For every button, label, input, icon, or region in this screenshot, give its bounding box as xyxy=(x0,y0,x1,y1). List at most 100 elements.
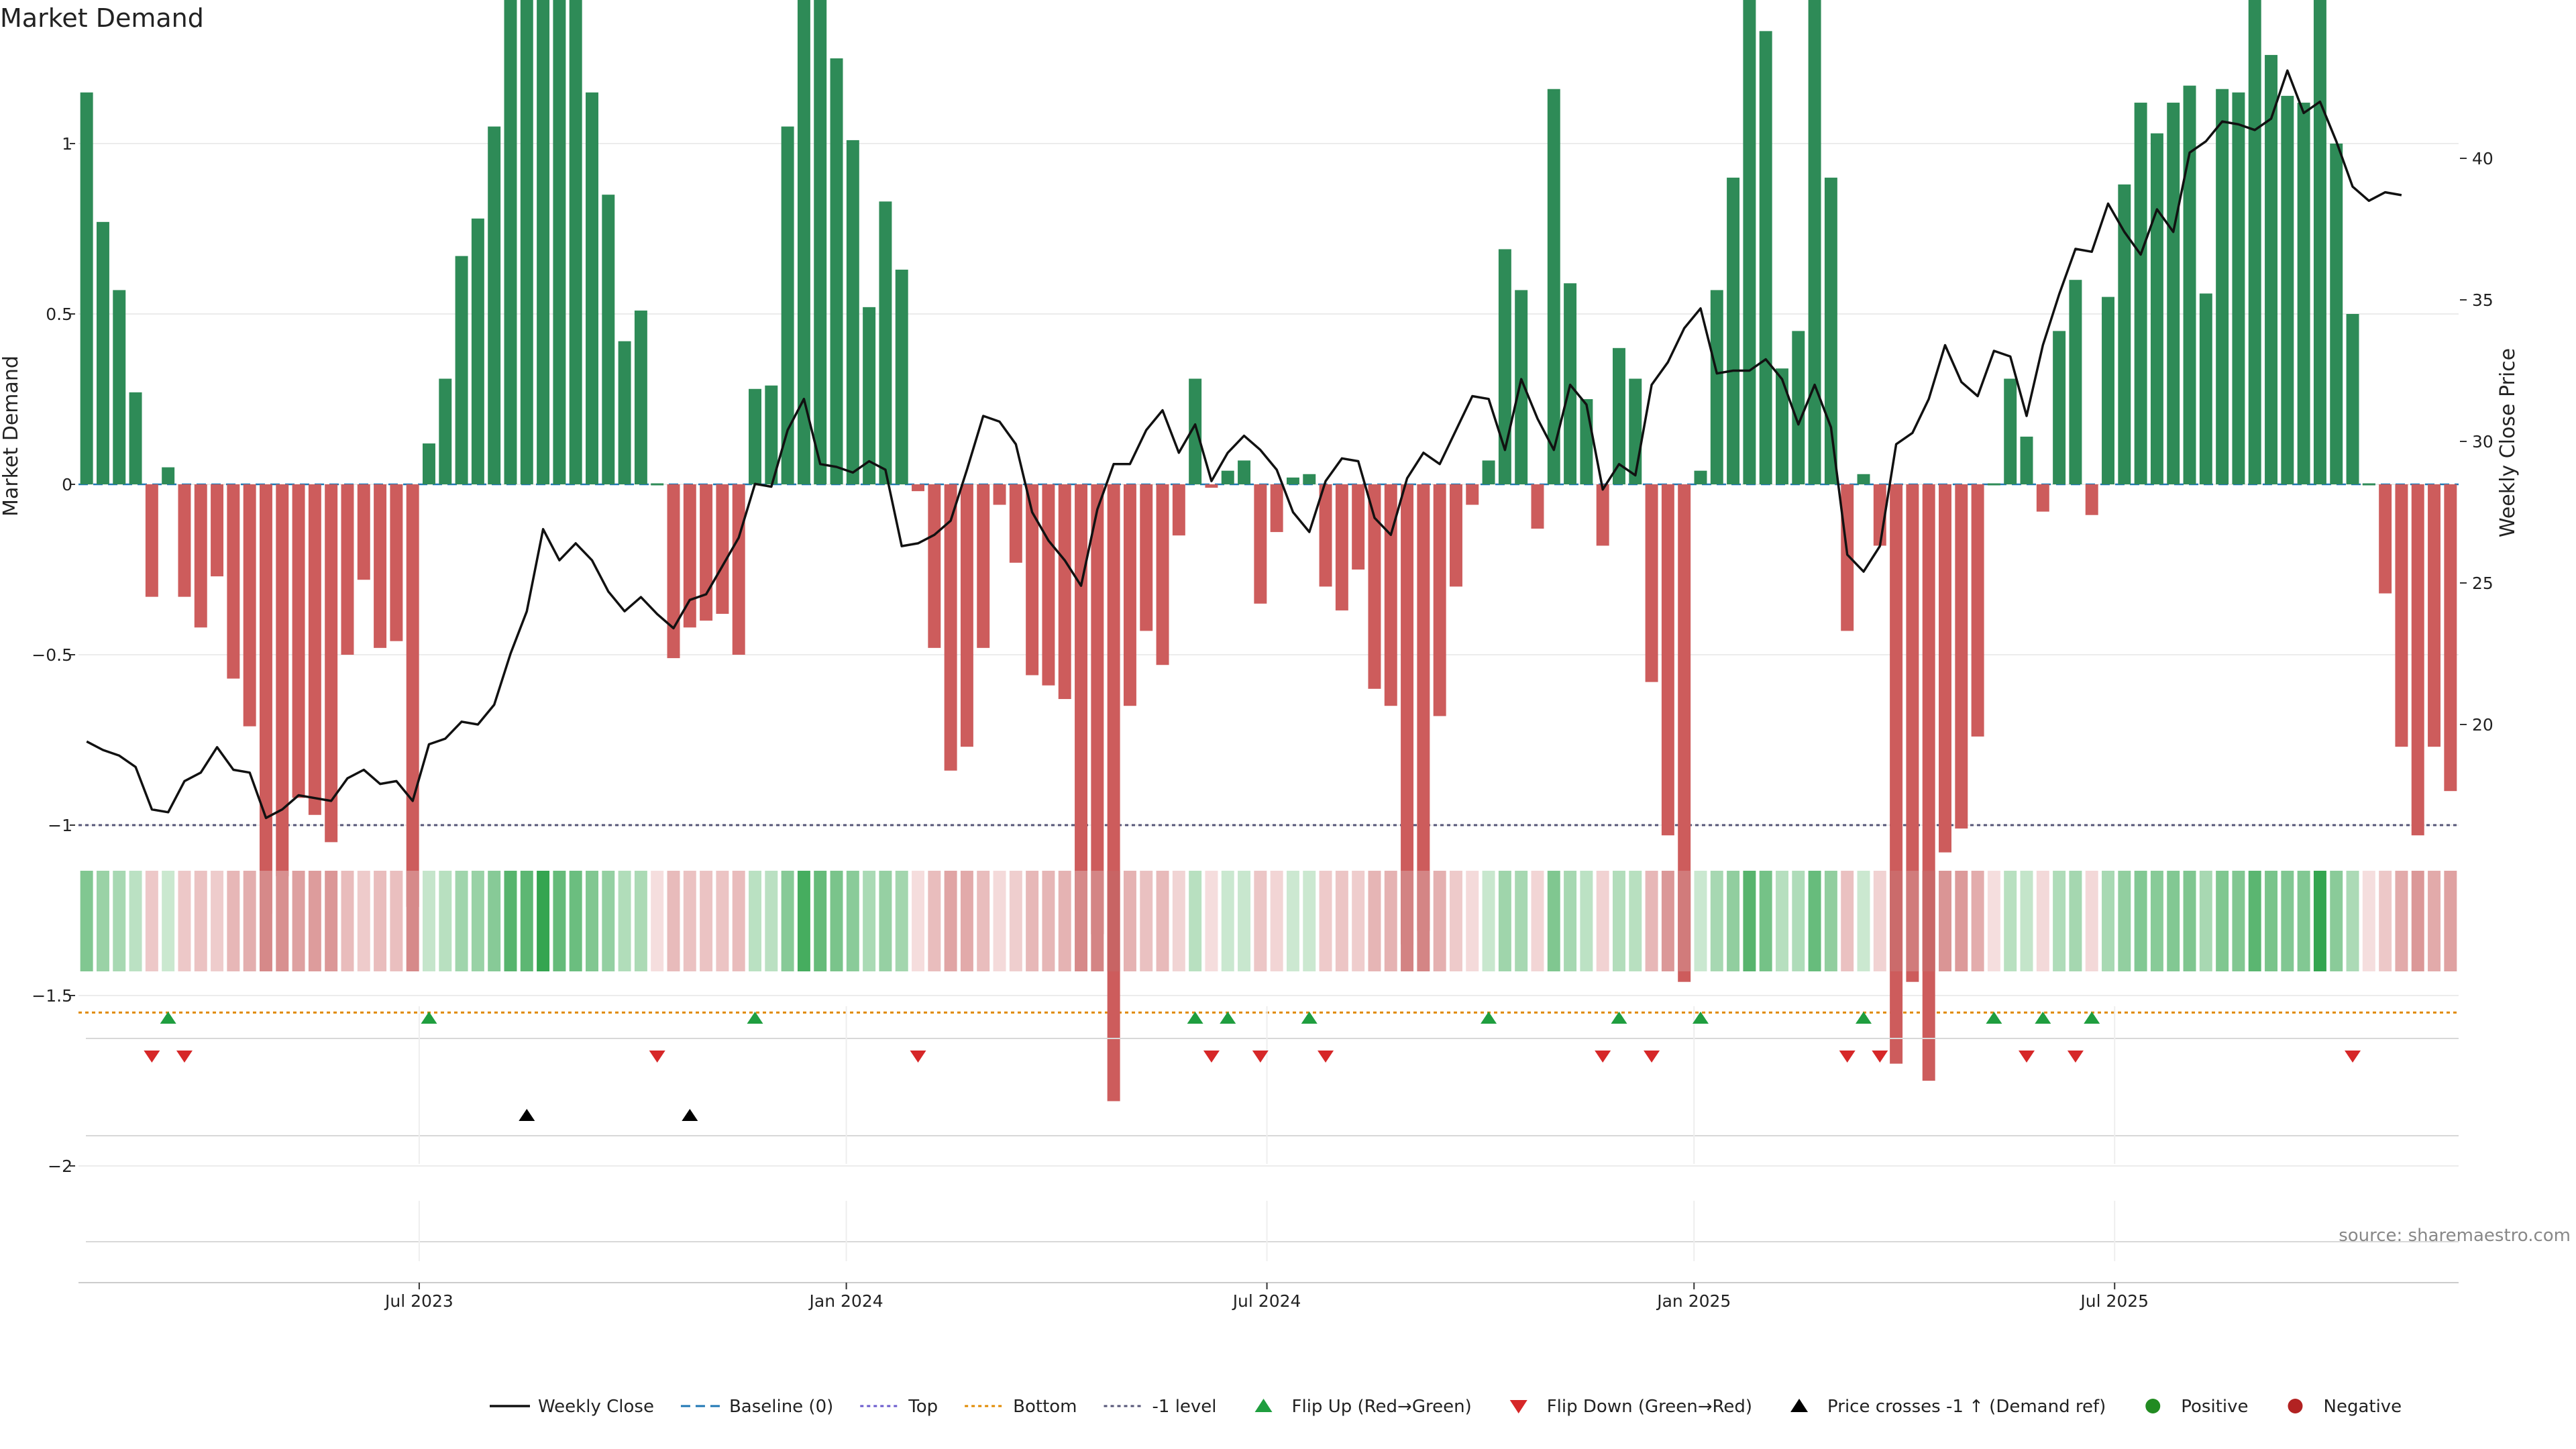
strip-cell xyxy=(325,871,338,971)
demand-bar xyxy=(2183,85,2196,484)
strip-cell xyxy=(2444,871,2457,971)
strip-cell xyxy=(471,871,484,971)
strip-cell xyxy=(1645,871,1658,971)
demand-bar xyxy=(1661,484,1674,836)
demand-bar xyxy=(1319,484,1332,587)
demand-bar xyxy=(1971,484,1984,737)
strip-cell xyxy=(1433,871,1446,971)
strip-cell xyxy=(2248,871,2261,971)
price-series xyxy=(86,69,2402,820)
demand-bar xyxy=(553,0,566,485)
demand-bar xyxy=(1205,484,1218,488)
strip-cell xyxy=(1156,871,1169,971)
demand-bar xyxy=(1466,484,1479,505)
demand-bar xyxy=(80,92,93,485)
demand-bar xyxy=(993,484,1006,505)
demand-bar xyxy=(1156,484,1169,665)
legend-item-positive: Positive xyxy=(2145,1397,2249,1417)
y2-axis-label: Weekly Close Price xyxy=(2496,348,2520,537)
demand-bar xyxy=(406,484,419,907)
demand-bar xyxy=(2444,484,2457,792)
strip-cell xyxy=(1286,871,1299,971)
demand-bar xyxy=(194,484,207,628)
strip-cell xyxy=(1058,871,1071,971)
demand-bar xyxy=(1433,484,1446,716)
strip-cell xyxy=(423,871,435,971)
strip-cell xyxy=(341,871,354,971)
demand-bar xyxy=(1009,484,1022,563)
demand-bar xyxy=(732,484,745,655)
legend-label: Price crosses -1 ↑ (Demand ref) xyxy=(1827,1397,2106,1417)
legend-item-minus-one: -1 level xyxy=(1104,1397,1217,1417)
strip-cell xyxy=(1401,871,1414,971)
strip-cell xyxy=(797,871,810,971)
strip-cell xyxy=(2069,871,2082,971)
strip-cell xyxy=(2036,871,2049,971)
demand-bar xyxy=(211,484,224,577)
demand-bar xyxy=(1710,290,1723,484)
demand-bar xyxy=(1694,470,1707,484)
strip-cell xyxy=(1482,871,1495,971)
strip-cell xyxy=(1205,871,1218,971)
demand-bar xyxy=(2118,184,2131,484)
demand-bar xyxy=(618,341,631,484)
strip-cell xyxy=(1140,871,1153,971)
strip-cell xyxy=(1939,871,1951,971)
strip-cell xyxy=(814,871,827,971)
demand-bar xyxy=(2428,484,2441,747)
demand-bar xyxy=(928,484,941,648)
strip-cell xyxy=(2297,871,2310,971)
strip-cell xyxy=(2379,871,2392,971)
flip-up-marker xyxy=(1220,1012,1236,1024)
demand-bar xyxy=(113,290,126,484)
strip-cell xyxy=(129,871,142,971)
demand-bar xyxy=(2297,103,2310,485)
flip-up-marker xyxy=(1187,1012,1203,1024)
demand-bar xyxy=(1613,347,1625,484)
demand-bar xyxy=(781,126,794,485)
flip-down-marker xyxy=(1839,1051,1856,1063)
demand-bar xyxy=(1629,378,1642,484)
demand-bar xyxy=(1857,474,1870,484)
strip-cell xyxy=(1727,871,1740,971)
demand-bar xyxy=(797,0,810,484)
strip-cell xyxy=(1824,871,1837,971)
demand-bar xyxy=(912,484,924,492)
demand-bars xyxy=(80,0,2457,1102)
legend-swatch xyxy=(1790,1399,1809,1412)
flip-down-marker xyxy=(910,1051,926,1063)
legend-label: Baseline (0) xyxy=(729,1397,833,1417)
demand-bar xyxy=(1026,484,1039,676)
strip-cell xyxy=(1547,871,1560,971)
legend-swatch xyxy=(2145,1399,2161,1413)
flip-up-marker xyxy=(421,1012,437,1024)
weekly-close-line xyxy=(86,69,2402,820)
demand-bar xyxy=(2232,92,2245,485)
demand-bar xyxy=(977,484,990,648)
demand-bar xyxy=(1890,484,1903,1064)
demand-bar xyxy=(2150,133,2163,484)
demand-bar xyxy=(1368,484,1381,689)
demand-bar xyxy=(1743,0,1756,484)
demand-bar xyxy=(1107,484,1120,1102)
demand-bar xyxy=(879,201,892,484)
demand-bar xyxy=(520,0,533,484)
strip-cell xyxy=(145,871,158,971)
demand-bar xyxy=(357,484,370,580)
flip-up-marker xyxy=(747,1012,763,1024)
demand-bar xyxy=(2330,144,2343,484)
strip-cell xyxy=(1841,871,1854,971)
demand-bar xyxy=(1303,474,1316,484)
demand-bar xyxy=(276,484,289,877)
legend-item-negative: Negative xyxy=(2288,1397,2402,1417)
demand-bar xyxy=(602,195,615,484)
strip-cell xyxy=(1922,871,1935,971)
y-tick-label: −0.5 xyxy=(32,645,72,665)
flip-down-marker xyxy=(1203,1051,1220,1063)
demand-bar xyxy=(2265,54,2278,485)
strip-cell xyxy=(1221,871,1234,971)
demand-bar xyxy=(634,310,647,484)
demand-bar xyxy=(2167,103,2180,485)
strip-cell xyxy=(2428,871,2441,971)
